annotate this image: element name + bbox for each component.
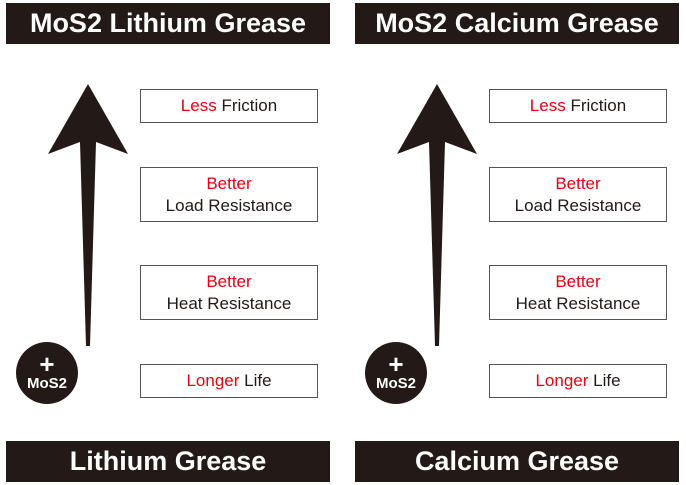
panel-title: MoS2 Lithium Grease [6,3,330,44]
plus-icon: + [39,349,55,379]
plus-icon: + [388,349,404,379]
mos2-badge: + MoS2 [365,342,427,404]
benefit-load-resistance: Better Load Resistance [489,167,667,222]
benefit-text: Load Resistance [165,195,293,215]
benefit-highlight: Better [206,173,252,193]
badge-label: MoS2 [375,375,416,392]
up-arrow-icon [397,84,477,346]
panel-footer: Calcium Grease [355,441,679,482]
panel-lithium: MoS2 Lithium Grease + MoS2 Less Friction… [0,0,336,485]
up-arrow-icon [48,84,128,346]
badge-label: MoS2 [26,375,67,392]
panel-footer: Lithium Grease [6,441,330,482]
benefit-text: Life [244,371,272,390]
benefit-highlight: Better [206,271,252,291]
benefit-longer-life: Longer Life [489,364,667,398]
benefit-highlight: Less [180,96,217,115]
panel-calcium: MoS2 Calcium Grease + MoS2 Less Friction… [349,0,685,485]
benefit-text: Heat Resistance [515,293,641,313]
mos2-badge: + MoS2 [16,342,78,404]
benefit-text: Heat Resistance [166,293,292,313]
benefit-load-resistance: Better Load Resistance [140,167,318,222]
benefit-less-friction: Less Friction [140,89,318,123]
benefit-heat-resistance: Better Heat Resistance [489,265,667,320]
benefit-less-friction: Less Friction [489,89,667,123]
benefit-text: Friction [570,96,627,115]
benefit-highlight: Better [555,173,601,193]
benefit-text: Life [593,371,621,390]
benefit-heat-resistance: Better Heat Resistance [140,265,318,320]
benefit-highlight: Less [529,96,566,115]
benefit-highlight: Longer [186,371,240,390]
benefit-text: Load Resistance [514,195,642,215]
benefit-longer-life: Longer Life [140,364,318,398]
benefit-highlight: Better [555,271,601,291]
benefit-text: Friction [221,96,278,115]
benefit-highlight: Longer [535,371,589,390]
panel-title: MoS2 Calcium Grease [355,3,679,44]
